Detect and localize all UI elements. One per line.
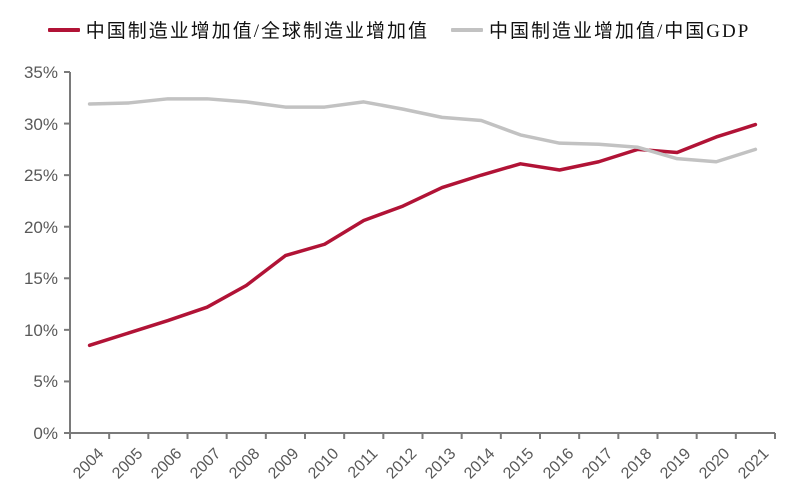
legend-label-global-manufacturing-share: 中国制造业增加值/全球制造业增加值 <box>85 21 429 42</box>
legend-item-global-manufacturing-share: 中国制造业增加值/全球制造业增加值 <box>47 16 429 43</box>
y-tick-label: 30% <box>23 114 58 134</box>
legend-line-swatch-red <box>47 27 80 32</box>
y-tick-label: 25% <box>23 166 58 186</box>
chart-legend: 中国制造业增加值/全球制造业增加值 中国制造业增加值/中国GDP <box>0 16 798 43</box>
legend-line-swatch-gray <box>450 27 483 32</box>
y-tick-label: 10% <box>23 320 58 340</box>
y-tick-label: 5% <box>33 372 58 392</box>
y-tick-label: 15% <box>23 269 58 289</box>
y-tick-label: 0% <box>33 424 58 443</box>
legend-label-china-gdp-share: 中国制造业增加值/中国GDP <box>488 21 751 42</box>
series-line-0 <box>87 122 758 348</box>
y-tick-label: 20% <box>23 217 58 237</box>
series-line-1 <box>87 97 758 164</box>
y-tick-label: 35% <box>23 63 58 82</box>
legend-item-china-gdp-share: 中国制造业增加值/中国GDP <box>450 16 751 43</box>
